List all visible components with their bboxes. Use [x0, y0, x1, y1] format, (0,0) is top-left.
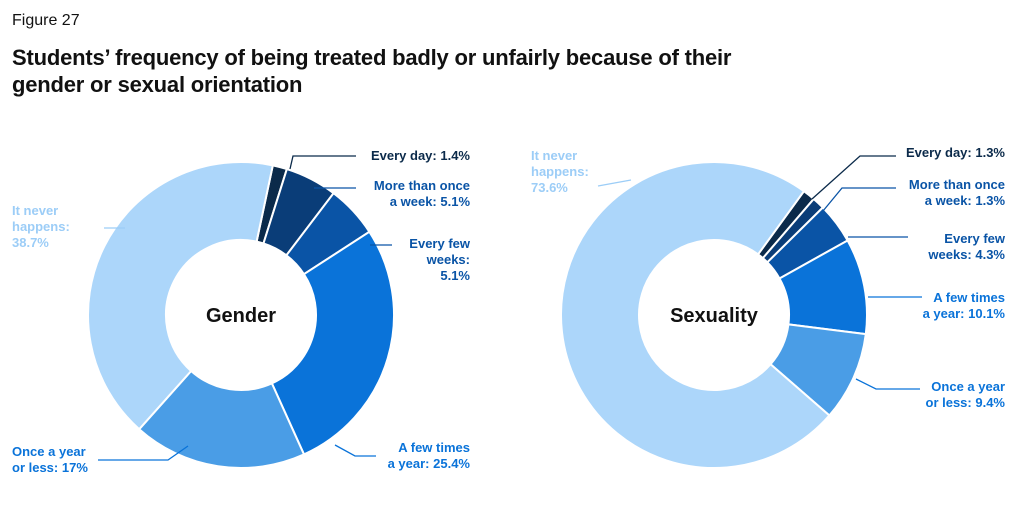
data-label-line: weeks: — [426, 252, 470, 267]
center-label: Gender — [206, 305, 276, 327]
data-label-every-few-weeks: Every few weeks: 5.1% — [409, 236, 471, 283]
data-label-line: A few times — [933, 290, 1005, 305]
data-label-line: Every few — [409, 236, 471, 251]
leader-line-more-than-once-a-week — [822, 187, 896, 212]
data-label-line: a week: 1.3% — [925, 193, 1006, 208]
data-label-line: More than once — [909, 177, 1005, 192]
data-label-line: happens: — [531, 164, 589, 179]
data-label-a-few-times-a-year: A few times a year: 10.1% — [923, 290, 1006, 321]
data-label-line: 73.6% — [531, 180, 568, 195]
data-label-line: or less: 9.4% — [926, 395, 1006, 410]
data-label-line: weeks: 4.3% — [927, 247, 1005, 262]
data-label-more-than-once-a-week: More than once a week: 1.3% — [909, 177, 1006, 208]
slice-it-never-happens — [560, 161, 831, 469]
data-label-line: More than once — [374, 178, 470, 193]
center-label: Sexuality — [670, 305, 759, 327]
data-label-it-never-happens: It never happens: 73.6% — [531, 148, 589, 195]
data-label-line: Once a year — [931, 379, 1005, 394]
leader-line-a-few-times-a-year — [334, 444, 376, 457]
data-label-line: a week: 5.1% — [390, 194, 471, 209]
data-label-line: Every day: 1.4% — [371, 148, 470, 163]
data-label-every-few-weeks: Every few weeks: 4.3% — [927, 231, 1005, 262]
leader-line-every-day — [811, 155, 896, 200]
data-label-more-than-once-a-week: More than once a week: 5.1% — [374, 178, 471, 209]
slice-it-never-happens — [87, 161, 274, 431]
data-label-a-few-times-a-year: A few times a year: 25.4% — [388, 440, 471, 471]
slice-a-few-times-a-year — [270, 230, 395, 456]
data-label-line: happens: — [12, 219, 70, 234]
data-label-line: 38.7% — [12, 235, 49, 250]
data-label-line: a year: 25.4% — [388, 456, 471, 471]
data-label-once-a-year-or-less: Once a year or less: 17% — [12, 444, 88, 475]
data-label-line: A few times — [398, 440, 470, 455]
data-label-line: Every few — [944, 231, 1006, 246]
leader-line-once-a-year-or-less — [855, 378, 920, 390]
gender-donut-chart: Gender Every day: 1.4% More than once a wee… — [12, 148, 471, 475]
data-label-every-day: Every day: 1.4% — [371, 148, 470, 163]
data-label-every-day: Every day: 1.3% — [906, 145, 1005, 160]
data-label-line: a year: 10.1% — [923, 306, 1006, 321]
data-label-line: Every day: 1.3% — [906, 145, 1005, 160]
leader-line-every-day — [289, 155, 356, 170]
slice-once-a-year-or-less — [137, 369, 306, 469]
data-label-it-never-happens: It never happens: 38.7% — [12, 203, 70, 250]
data-label-line: or less: 17% — [12, 460, 88, 475]
leader-line-once-a-year-or-less — [98, 445, 189, 461]
figure-label: Figure 27 — [12, 12, 80, 29]
data-label-line: 5.1% — [440, 268, 470, 283]
chart-title: Students’ frequency of being treated bad… — [12, 45, 732, 97]
data-label-once-a-year-or-less: Once a year or less: 9.4% — [926, 379, 1006, 410]
data-label-line: Once a year — [12, 444, 86, 459]
leader-line-it-never-happens — [597, 179, 632, 187]
data-label-line: It never — [531, 148, 577, 163]
data-label-line: It never — [12, 203, 58, 218]
